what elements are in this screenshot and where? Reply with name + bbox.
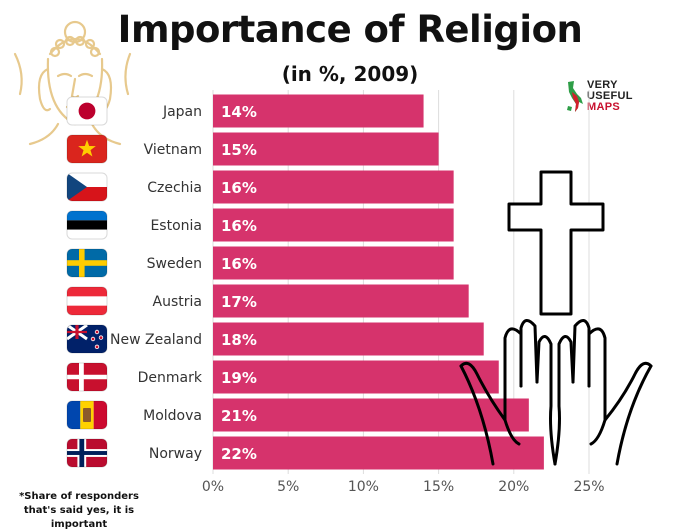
value-label: 19% [221,369,257,387]
x-tick-label: 10% [348,479,379,495]
value-label: 16% [221,255,257,273]
value-label: 17% [221,293,257,311]
value-label: 16% [221,217,257,235]
value-label: 15% [221,141,257,159]
category-label: Austria [153,294,202,310]
bar-estonia [213,208,454,242]
category-label: Vietnam [144,142,202,158]
moldova-flag-icon [67,401,107,429]
bar-denmark [213,360,499,394]
x-tick-label: 5% [277,479,299,495]
category-label: Sweden [147,256,202,272]
value-label: 18% [221,331,257,349]
category-label: Estonia [150,218,202,234]
japan-flag-icon [67,97,107,125]
value-label: 22% [221,445,257,463]
sweden-flag-icon [67,249,107,277]
bar-sweden [213,246,454,280]
praying-hands-cross-icon [459,170,653,466]
chart-subtitle: (in %, 2009) [281,62,419,86]
logo-line-1: VERY [587,79,618,91]
estonia-flag-icon [67,211,107,239]
x-tick-label: 25% [573,479,604,495]
logo-line-2: USEFUL [587,90,633,102]
bar-japan [213,94,424,128]
category-label: Norway [149,446,202,462]
norway-flag-icon [67,439,107,467]
buddha-icon [13,20,132,146]
x-tick-label: 15% [423,479,454,495]
x-tick-label: 0% [202,479,224,495]
value-label: 21% [221,407,257,425]
category-label: Denmark [138,370,203,386]
value-label: 16% [221,179,257,197]
category-label: Czechia [147,180,202,196]
category-label: Japan [162,104,202,120]
bar-czechia [213,170,454,204]
value-label: 14% [221,103,257,121]
logo-line-3: MAPS [587,101,620,113]
czechia-flag-icon [67,173,107,201]
italy-map-icon [567,81,583,112]
category-label: Moldova [143,408,202,424]
denmark-flag-icon [67,363,107,391]
vietnam-flag-icon [67,135,107,163]
footnote: *Share of responders that's said yes, it… [19,491,139,530]
bar-austria [213,284,469,318]
x-tick-label: 20% [498,479,529,495]
very-useful-maps-logo: VERY USEFUL MAPS [565,78,645,118]
austria-flag-icon [67,287,107,315]
bar-vietnam [213,132,439,166]
category-label: New Zealand [110,332,202,348]
chart-title: Importance of Religion [117,8,583,51]
new-zealand-flag-icon [67,325,107,353]
bar-new-zealand [213,322,484,356]
